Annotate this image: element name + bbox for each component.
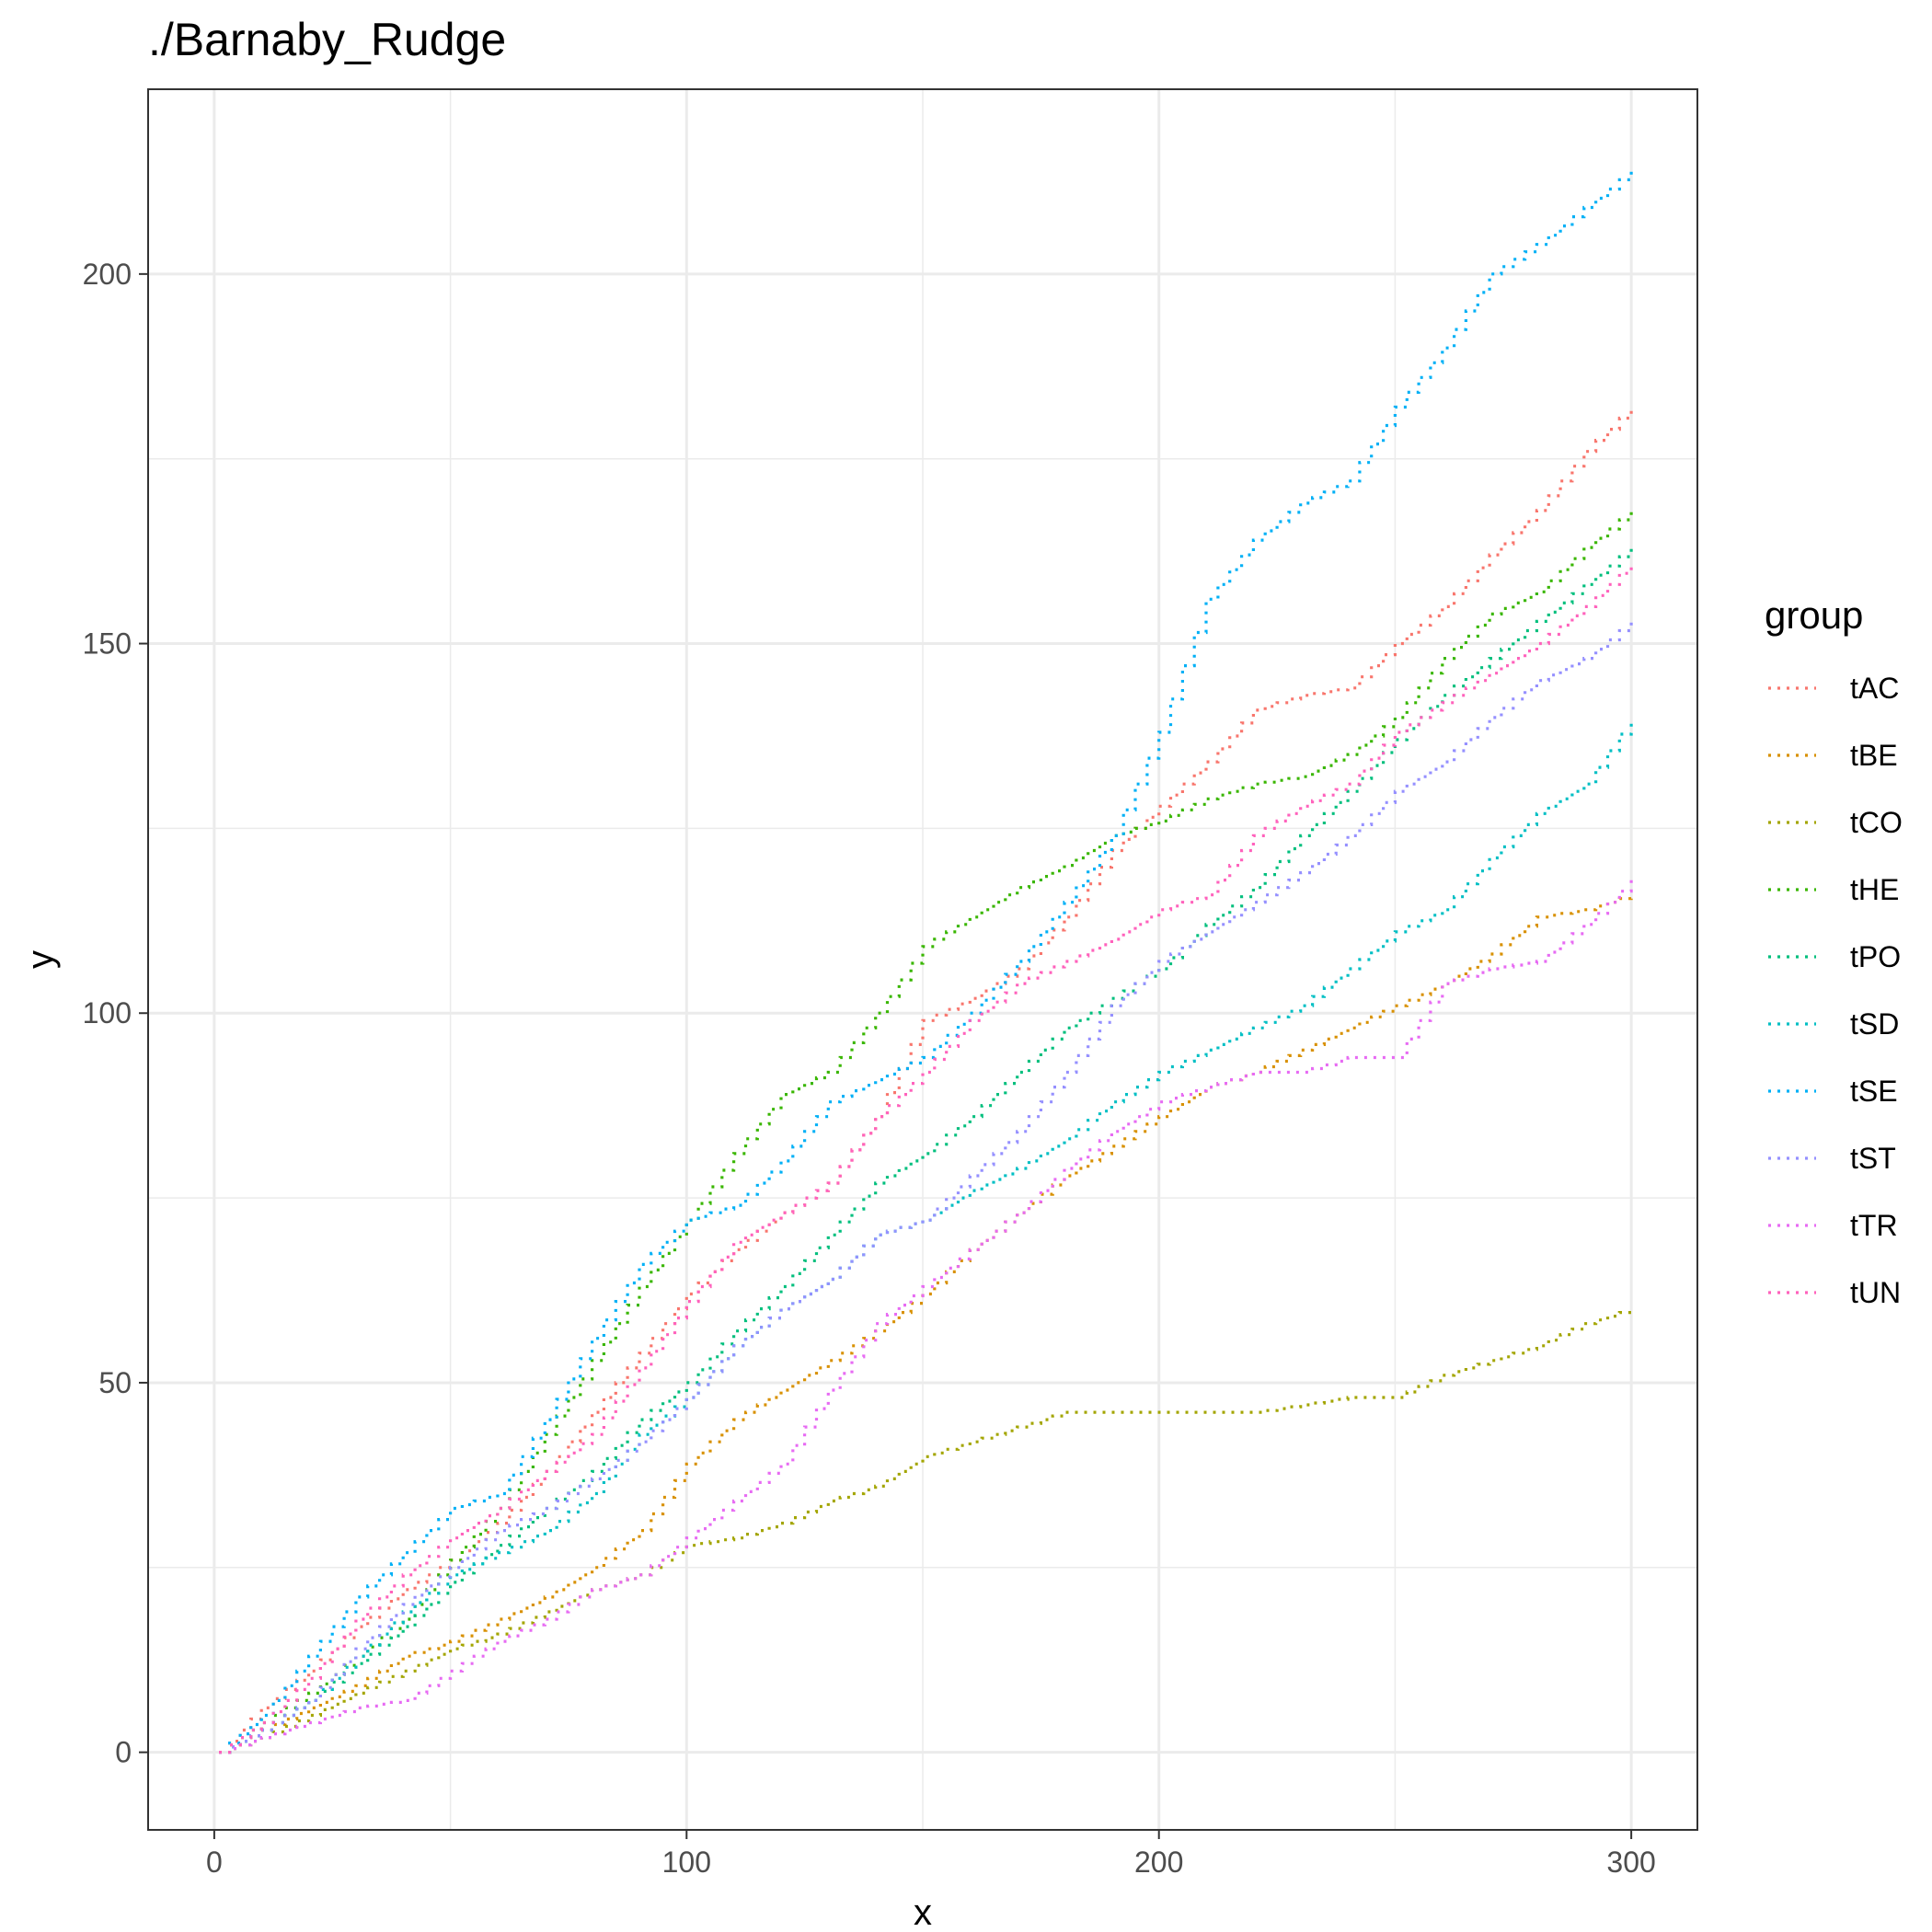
y-axis: 0 50 100 150 200 xyxy=(83,258,148,1769)
legend-label-tST: tST xyxy=(1850,1142,1896,1175)
y-tick-label: 150 xyxy=(83,627,132,661)
legend-label-tBE: tBE xyxy=(1850,739,1898,772)
x-axis: 0 100 200 300 xyxy=(206,1830,1656,1879)
y-tick-label: 50 xyxy=(98,1366,132,1399)
x-tick-label: 300 xyxy=(1606,1846,1655,1879)
x-axis-label: x xyxy=(914,1892,932,1932)
grid-major xyxy=(148,89,1697,1830)
legend-label-tUN: tUN xyxy=(1850,1276,1901,1309)
chart-title: ./Barnaby_Rudge xyxy=(148,14,506,65)
legend-label-tAC: tAC xyxy=(1850,672,1899,705)
legend: group tAC tBE tCO tHE tPO tSD tSE tST tTR tUN xyxy=(1765,593,1903,1309)
y-axis-label: y xyxy=(20,950,61,969)
legend-label-tSD: tSD xyxy=(1850,1007,1899,1041)
series-line-tHE xyxy=(219,510,1633,1754)
legend-title: group xyxy=(1765,593,1863,637)
y-tick-label: 200 xyxy=(83,258,132,291)
y-tick-label: 100 xyxy=(83,996,132,1029)
y-tick-label: 0 xyxy=(115,1736,132,1769)
legend-label-tSE: tSE xyxy=(1850,1075,1898,1108)
legend-label-tPO: tPO xyxy=(1850,940,1901,973)
series-layer xyxy=(219,170,1633,1754)
plot-border xyxy=(147,88,1698,1831)
legend-label-tCO: tCO xyxy=(1850,806,1903,839)
series-line-tSE xyxy=(219,170,1633,1754)
series-line-tST xyxy=(219,621,1633,1754)
x-tick-label: 200 xyxy=(1134,1846,1183,1879)
series-line-tSD xyxy=(219,717,1633,1754)
legend-label-tTR: tTR xyxy=(1850,1209,1898,1242)
x-tick-label: 0 xyxy=(206,1846,223,1879)
series-line-tBE xyxy=(219,894,1633,1754)
grid-minor xyxy=(148,89,1697,1830)
legend-label-tHE: tHE xyxy=(1850,873,1899,906)
x-tick-label: 100 xyxy=(662,1846,711,1879)
